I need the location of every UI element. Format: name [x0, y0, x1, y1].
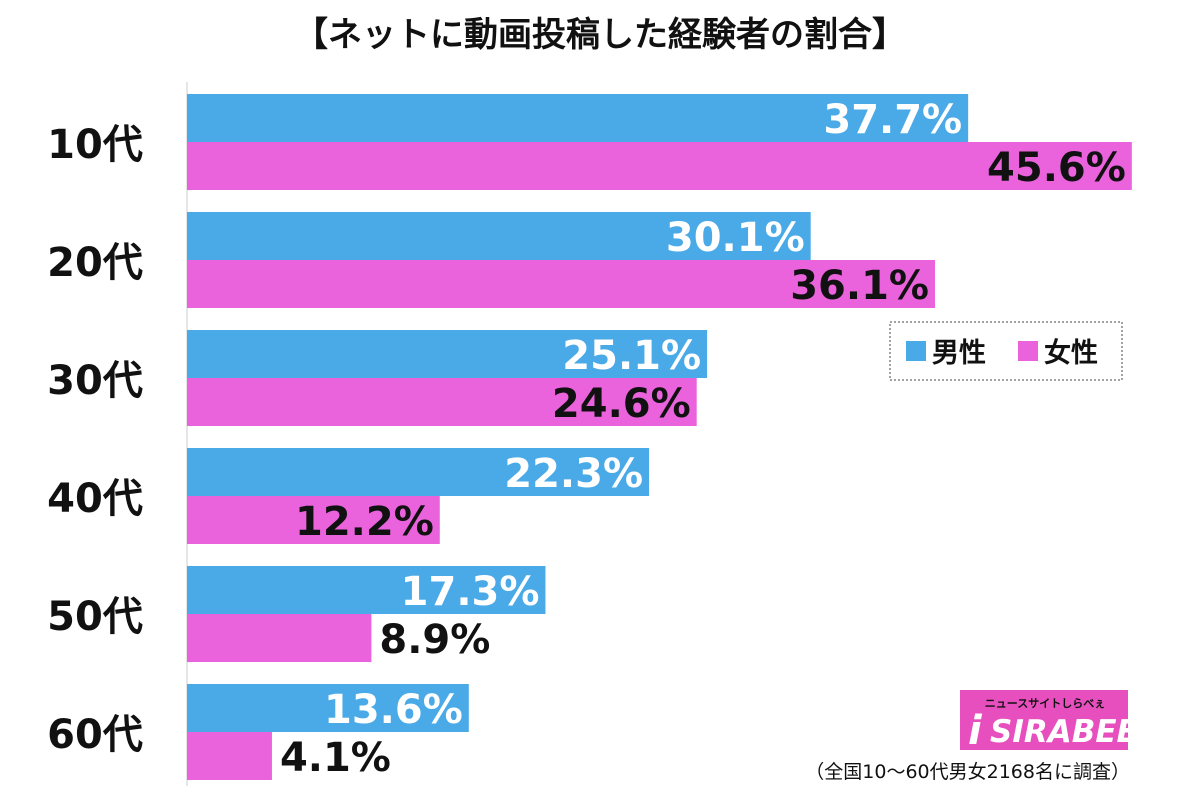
category-label: 60代	[47, 712, 143, 758]
bar-female	[187, 142, 1132, 190]
data-label-male: 22.3%	[504, 451, 643, 497]
bar-male	[187, 566, 546, 614]
data-label-female: 45.6%	[987, 145, 1126, 191]
logo-tagline: ニュースサイトしらべぇ	[985, 697, 1105, 710]
bar-female	[187, 496, 440, 544]
category-label: 20代	[47, 240, 143, 286]
data-label-male: 17.3%	[401, 569, 540, 615]
chart-title: 【ネットに動画投稿した経験者の割合】	[294, 15, 906, 55]
bar-male	[187, 684, 469, 732]
survey-note: （全国10〜60代男女2168名に調査）	[805, 761, 1130, 783]
data-label-male: 30.1%	[666, 215, 805, 261]
bar-male	[187, 330, 708, 378]
data-label-male: 13.6%	[324, 687, 463, 733]
data-label-female: 4.1%	[280, 735, 391, 781]
legend-swatch-male	[906, 341, 926, 361]
bar-male	[187, 212, 811, 260]
bar-female	[187, 378, 697, 426]
bar-female	[187, 260, 935, 308]
legend: 男性 女性	[889, 321, 1123, 381]
legend-swatch-female	[1018, 341, 1038, 361]
logo-name: SIRABEE	[990, 714, 1138, 750]
data-label-female: 8.9%	[379, 617, 490, 663]
logo-background	[960, 690, 1128, 750]
bars-group: 10代 37.7% 45.6% 20代 30.1%36.1% 30代 25.1%24.6% 4…	[47, 94, 1132, 781]
legend-label-female: 女性	[1044, 337, 1098, 369]
bar-female	[187, 732, 272, 780]
category-label: 40代	[47, 476, 143, 522]
data-label-female: 24.6%	[552, 381, 691, 427]
data-label-female: 36.1%	[790, 263, 929, 309]
legend-box	[889, 321, 1123, 381]
data-label-female: 12.2%	[295, 499, 434, 545]
data-label-male: 25.1%	[562, 333, 701, 379]
bar-male	[187, 94, 969, 142]
data-label-male: 37.7%	[823, 97, 962, 143]
bar-male	[187, 448, 650, 496]
logo-i-icon: i	[968, 708, 983, 754]
legend-label-male: 男性	[932, 338, 986, 369]
sirabee-logo: ニュースサイトしらべぇ i SIRABEE	[960, 690, 1138, 754]
bar-female	[187, 614, 372, 662]
category-label: 30代	[47, 358, 143, 404]
category-label: 10代	[47, 122, 143, 168]
category-label: 50代	[47, 594, 143, 640]
